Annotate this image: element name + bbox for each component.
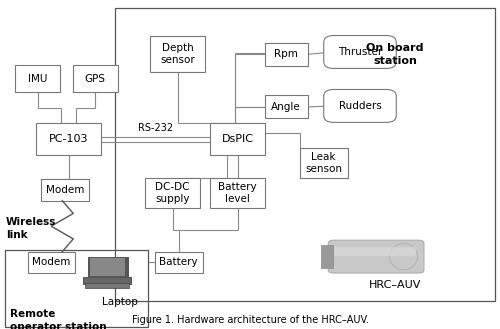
Text: Laptop: Laptop: [102, 297, 138, 307]
FancyBboxPatch shape: [145, 178, 200, 208]
Text: Modem: Modem: [32, 257, 70, 267]
Text: Remote
operator station: Remote operator station: [10, 309, 106, 329]
Text: PC-103: PC-103: [49, 134, 88, 144]
FancyBboxPatch shape: [41, 179, 88, 201]
FancyBboxPatch shape: [265, 43, 308, 66]
FancyBboxPatch shape: [334, 247, 416, 256]
Text: Depth
sensor: Depth sensor: [160, 43, 195, 65]
Text: HRC–AUV: HRC–AUV: [369, 280, 421, 290]
Text: On board
station: On board station: [366, 43, 424, 66]
FancyBboxPatch shape: [210, 123, 265, 155]
FancyBboxPatch shape: [328, 240, 424, 273]
Text: Rudders: Rudders: [338, 101, 382, 111]
FancyBboxPatch shape: [300, 148, 348, 178]
Text: Modem: Modem: [46, 185, 84, 195]
FancyBboxPatch shape: [36, 123, 101, 155]
Text: Thruster: Thruster: [338, 47, 382, 57]
Text: Leak
senson: Leak senson: [305, 152, 342, 174]
FancyBboxPatch shape: [320, 245, 333, 268]
FancyBboxPatch shape: [90, 258, 125, 276]
Text: RS-232: RS-232: [138, 123, 173, 133]
FancyBboxPatch shape: [84, 277, 131, 284]
FancyBboxPatch shape: [210, 178, 265, 208]
Text: Battery: Battery: [160, 257, 198, 267]
FancyBboxPatch shape: [265, 95, 308, 118]
FancyBboxPatch shape: [155, 252, 202, 273]
Text: Wireless
link: Wireless link: [6, 217, 56, 240]
FancyBboxPatch shape: [150, 36, 205, 72]
Text: IMU: IMU: [28, 74, 47, 84]
Text: Rpm: Rpm: [274, 49, 298, 59]
Text: Figure 1. Hardware architecture of the HRC–AUV.: Figure 1. Hardware architecture of the H…: [132, 315, 368, 325]
Text: DC-DC
supply: DC-DC supply: [155, 182, 190, 204]
Text: Battery
level: Battery level: [218, 182, 257, 204]
FancyBboxPatch shape: [324, 89, 396, 122]
FancyBboxPatch shape: [88, 257, 128, 278]
Text: DsPIC: DsPIC: [222, 134, 254, 144]
FancyBboxPatch shape: [324, 36, 396, 68]
FancyBboxPatch shape: [85, 283, 129, 288]
FancyBboxPatch shape: [28, 252, 75, 273]
FancyBboxPatch shape: [15, 65, 60, 92]
Text: Angle: Angle: [272, 102, 301, 112]
Ellipse shape: [390, 243, 417, 270]
Text: GPS: GPS: [84, 74, 105, 84]
FancyBboxPatch shape: [72, 65, 118, 92]
